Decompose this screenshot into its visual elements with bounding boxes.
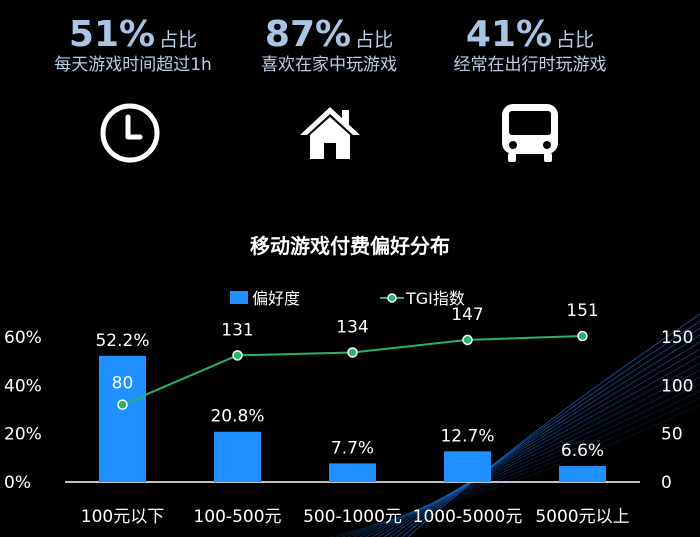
stat-desc: 每天游戏时间超过1h <box>54 55 212 75</box>
bar-value-label: 7.7% <box>331 438 374 458</box>
stat-desc: 经常在出行时玩游戏 <box>453 55 607 75</box>
background-wave-line <box>371 355 700 537</box>
bar <box>559 466 606 482</box>
tgi-line <box>122 335 583 406</box>
bar-series: 52.2% 20.8% 7.7% 12.7% 6.6% <box>95 331 606 482</box>
tgi-value-label: 131 <box>221 320 253 340</box>
stat-percent: 41% <box>465 14 553 55</box>
background-wave-line <box>401 320 700 537</box>
tgi-point <box>347 347 358 358</box>
stat-play-travel: 41% 占比 经常在出行时玩游戏 <box>420 14 640 75</box>
background-wave-line <box>407 313 700 537</box>
tgi-value-label: 147 <box>451 305 483 325</box>
line-series: 80 131 134 147 151 <box>112 301 599 410</box>
y-left-tick-label: 40% <box>4 376 42 396</box>
bar <box>329 463 376 482</box>
chart-title: 移动游戏付费偏好分布 <box>250 234 450 258</box>
x-category-label: 1000-5000元 <box>413 507 523 527</box>
legend-bar-label: 偏好度 <box>252 289 300 308</box>
bar-value-label: 12.7% <box>440 426 494 446</box>
stat-suffix: 占比 <box>355 29 394 51</box>
background-wave-line <box>377 348 700 537</box>
stat-daily-time: 51% 占比 每天游戏时间超过1h <box>23 14 243 75</box>
legend: 偏好度 TGI指数 <box>230 289 465 308</box>
tgi-value-label: 80 <box>112 374 134 394</box>
y-left-tick-label: 20% <box>4 425 42 445</box>
background-wave-line <box>383 341 700 537</box>
x-category-label: 5000元以上 <box>535 507 629 527</box>
bar-value-label: 6.6% <box>561 441 604 461</box>
bus-icon <box>502 104 558 162</box>
legend-bar-swatch <box>230 291 248 304</box>
tgi-value-label: 151 <box>566 301 598 321</box>
tgi-point <box>577 330 588 342</box>
bar <box>214 431 261 482</box>
background-wave-line <box>389 334 700 537</box>
background-wave-line <box>335 397 700 537</box>
x-axis-categories: 100元以下 100-500元 500-1000元 1000-5000元 5000元以上 <box>81 507 630 527</box>
x-category-label: 100-500元 <box>193 507 281 527</box>
y-axis-right: 0 50 100 150 <box>661 328 693 493</box>
clock-icon <box>100 103 160 163</box>
background-wave-line <box>365 362 700 537</box>
stat-suffix: 占比 <box>159 29 198 51</box>
tgi-point <box>117 399 128 410</box>
background-wave-line <box>395 327 700 537</box>
bar-value-label: 20.8% <box>210 407 264 427</box>
stat-suffix: 占比 <box>556 29 595 51</box>
legend-line-marker <box>387 293 397 303</box>
y-left-tick-label: 0% <box>4 473 31 493</box>
background-wave-line <box>329 404 700 537</box>
bar <box>99 355 146 482</box>
bar-value-label: 52.2% <box>95 331 149 351</box>
y-axis-left: 0% 20% 40% 60% <box>4 328 42 493</box>
y-right-tick-label: 0 <box>661 473 672 493</box>
y-right-tick-label: 150 <box>661 328 693 348</box>
stat-percent: 51% <box>68 14 156 55</box>
x-category-label: 500-1000元 <box>303 507 402 527</box>
background-wave-decoration <box>329 313 700 537</box>
tgi-point <box>232 350 243 361</box>
home-icon <box>300 107 360 159</box>
tgi-point <box>462 334 473 346</box>
x-category-label: 100元以下 <box>81 507 164 527</box>
y-right-tick-label: 100 <box>661 376 693 396</box>
tgi-value-label: 134 <box>336 317 368 337</box>
background-wave-line <box>353 376 700 537</box>
background-wave-line <box>359 369 700 537</box>
stat-desc: 喜欢在家中玩游戏 <box>261 55 397 75</box>
y-left-tick-label: 60% <box>4 328 42 348</box>
y-right-tick-label: 50 <box>661 425 683 445</box>
legend-line-label: TGI指数 <box>405 289 465 308</box>
stat-percent: 87% <box>264 14 352 55</box>
background-wave-line <box>341 390 700 537</box>
bar <box>444 451 491 482</box>
background-wave-line <box>347 383 700 537</box>
stat-play-at-home: 87% 占比 喜欢在家中玩游戏 <box>219 14 439 75</box>
